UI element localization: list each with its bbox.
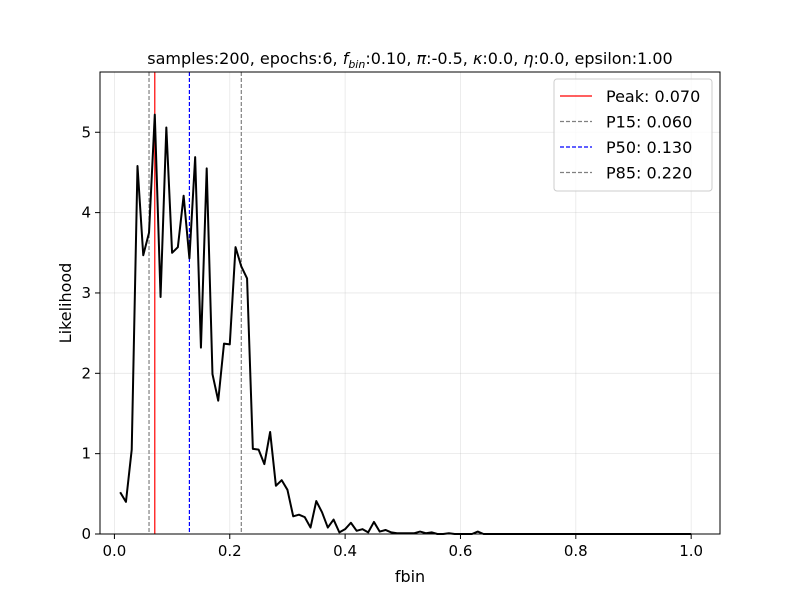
y-tick-label-3: 3 bbox=[81, 284, 91, 302]
y-tick-label-5: 5 bbox=[81, 123, 91, 141]
x-tick-label-2: 0.4 bbox=[333, 542, 357, 560]
y-tick-label-0: 0 bbox=[81, 525, 91, 543]
legend-label-2: P50: 0.130 bbox=[606, 138, 692, 157]
y-tick-label-4: 4 bbox=[81, 204, 91, 222]
legend-box bbox=[553, 78, 713, 192]
y-tick-label-2: 2 bbox=[81, 364, 91, 382]
plot-frame bbox=[99, 71, 721, 535]
legend: Peak: 0.070 P15: 0.060 P50: 0.130 P85: 0.22… bbox=[553, 78, 713, 192]
y-axis-ticks: 0 1 2 3 4 5 bbox=[81, 123, 100, 543]
grid bbox=[100, 72, 720, 535]
legend-label-0: Peak: 0.070 bbox=[606, 87, 700, 106]
x-axis-ticks: 0.0 0.2 0.4 0.6 0.8 1.0 bbox=[102, 534, 703, 560]
x-tick-label-5: 1.0 bbox=[679, 542, 703, 560]
legend-label-3: P85: 0.220 bbox=[606, 164, 692, 183]
y-tick-label-1: 1 bbox=[81, 445, 91, 463]
legend-label-1: P15: 0.060 bbox=[606, 113, 692, 132]
vertical-marker-lines bbox=[148, 72, 242, 534]
x-tick-label-0: 0.0 bbox=[102, 542, 126, 560]
x-tick-label-4: 0.8 bbox=[564, 542, 588, 560]
x-tick-label-1: 0.2 bbox=[218, 542, 242, 560]
x-tick-label-3: 0.6 bbox=[449, 542, 473, 560]
y-axis-label: Likelihood bbox=[56, 263, 75, 344]
chart-title: samples:200, epochs:6, fbin:0.10, π:-0.5… bbox=[147, 49, 672, 71]
x-axis-label: fbin bbox=[395, 567, 425, 586]
